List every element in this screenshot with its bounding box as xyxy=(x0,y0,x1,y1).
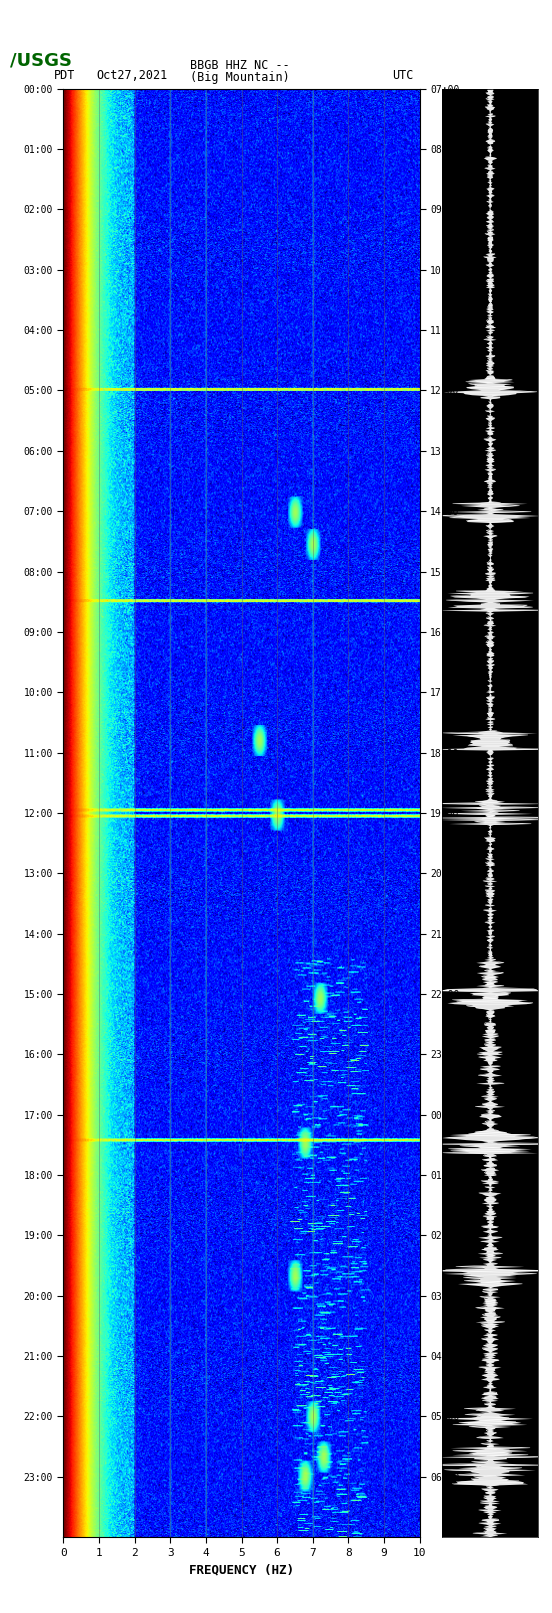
Text: BBGB HHZ NC --: BBGB HHZ NC -- xyxy=(190,58,290,73)
Text: (Big Mountain): (Big Mountain) xyxy=(190,71,290,84)
Text: /USGS: /USGS xyxy=(10,52,72,69)
Text: Oct27,2021: Oct27,2021 xyxy=(97,69,168,82)
Text: UTC: UTC xyxy=(392,69,413,82)
Text: PDT: PDT xyxy=(54,69,76,82)
X-axis label: FREQUENCY (HZ): FREQUENCY (HZ) xyxy=(189,1563,294,1576)
